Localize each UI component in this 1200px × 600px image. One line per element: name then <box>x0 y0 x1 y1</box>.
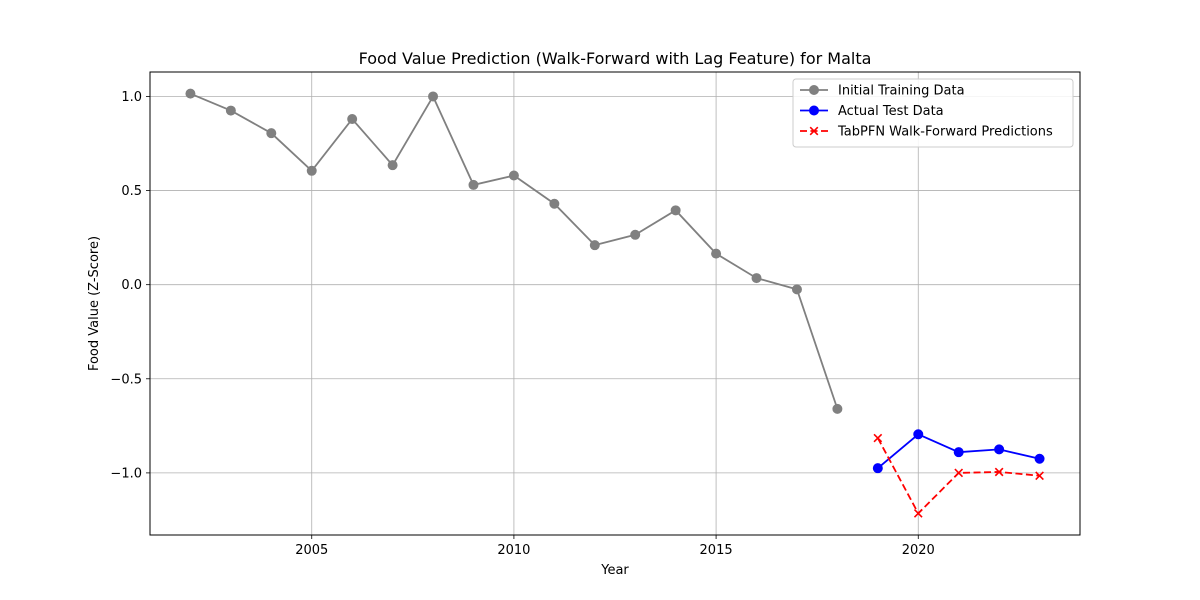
data-point-actual-test-data <box>953 447 964 458</box>
data-point-initial-training-data <box>508 170 519 181</box>
data-point-tabpfn-walk-forward-predictions <box>873 433 883 443</box>
legend-entry-actual-test-data: Actual Test Data <box>800 104 944 119</box>
y-tick-label: 1.0 <box>121 90 142 105</box>
legend-label: Actual Test Data <box>838 104 944 119</box>
legend-entry-initial-training-data: Initial Training Data <box>800 84 965 99</box>
data-point-initial-training-data <box>791 284 802 295</box>
legend-label: TabPFN Walk-Forward Predictions <box>837 125 1053 140</box>
legend-marker <box>809 85 819 95</box>
data-point-initial-training-data <box>185 88 196 99</box>
data-point-tabpfn-walk-forward-predictions <box>1035 471 1044 481</box>
y-tick-label: −1.0 <box>110 466 142 481</box>
series-layer <box>185 88 1045 518</box>
x-axis-label: Year <box>600 563 629 578</box>
y-tick-label: 0.0 <box>121 278 142 293</box>
data-point-initial-training-data <box>751 273 762 284</box>
x-tick-label: 2005 <box>295 543 328 558</box>
data-point-actual-test-data <box>913 429 924 440</box>
data-point-initial-training-data <box>832 403 843 414</box>
data-point-initial-training-data <box>266 128 277 139</box>
y-axis-label: Food Value (Z-Score) <box>87 236 102 371</box>
x-tick-label: 2015 <box>700 543 733 558</box>
data-point-initial-training-data <box>387 160 398 171</box>
data-point-initial-training-data <box>549 198 560 209</box>
y-tick-label: 0.5 <box>121 184 142 199</box>
data-point-actual-test-data <box>994 444 1005 455</box>
data-point-initial-training-data <box>670 205 681 216</box>
x-tick-label: 2020 <box>902 543 935 558</box>
data-point-actual-test-data <box>1034 453 1045 464</box>
chart-title: Food Value Prediction (Walk-Forward with… <box>359 49 872 68</box>
axis-ticks: 2005 2010 2015 2020 −1.0 −0.5 0.0 0.5 1.0 <box>110 90 934 558</box>
data-point-initial-training-data <box>347 114 358 125</box>
data-point-tabpfn-walk-forward-predictions <box>994 467 1004 477</box>
data-point-initial-training-data <box>428 91 439 102</box>
data-point-initial-training-data <box>589 240 600 251</box>
data-point-initial-training-data <box>711 248 722 259</box>
data-point-initial-training-data <box>468 179 479 190</box>
series-actual-test-data <box>872 429 1045 474</box>
data-point-initial-training-data <box>306 165 317 176</box>
legend-box <box>792 78 1074 148</box>
series-tabpfn-walk-forward-predictions <box>873 433 1044 518</box>
legend-entry-tabpfn-walk-forward-predictions: TabPFN Walk-Forward Predictions <box>800 125 1053 140</box>
y-tick-label: −0.5 <box>110 372 142 387</box>
legend-marker <box>809 126 819 136</box>
x-tick-label: 2010 <box>497 543 530 558</box>
legend-label: Initial Training Data <box>838 84 965 99</box>
data-point-tabpfn-walk-forward-predictions <box>954 468 964 478</box>
legend: Initial Training Data Actual Test Data Tab… <box>792 78 1074 148</box>
series-initial-training-data <box>185 88 843 414</box>
legend-marker <box>809 105 819 116</box>
data-point-tabpfn-walk-forward-predictions <box>913 508 923 518</box>
data-point-initial-training-data <box>630 229 641 240</box>
data-point-initial-training-data <box>225 105 236 116</box>
data-point-actual-test-data <box>872 463 883 474</box>
plot-frame <box>149 71 1081 536</box>
